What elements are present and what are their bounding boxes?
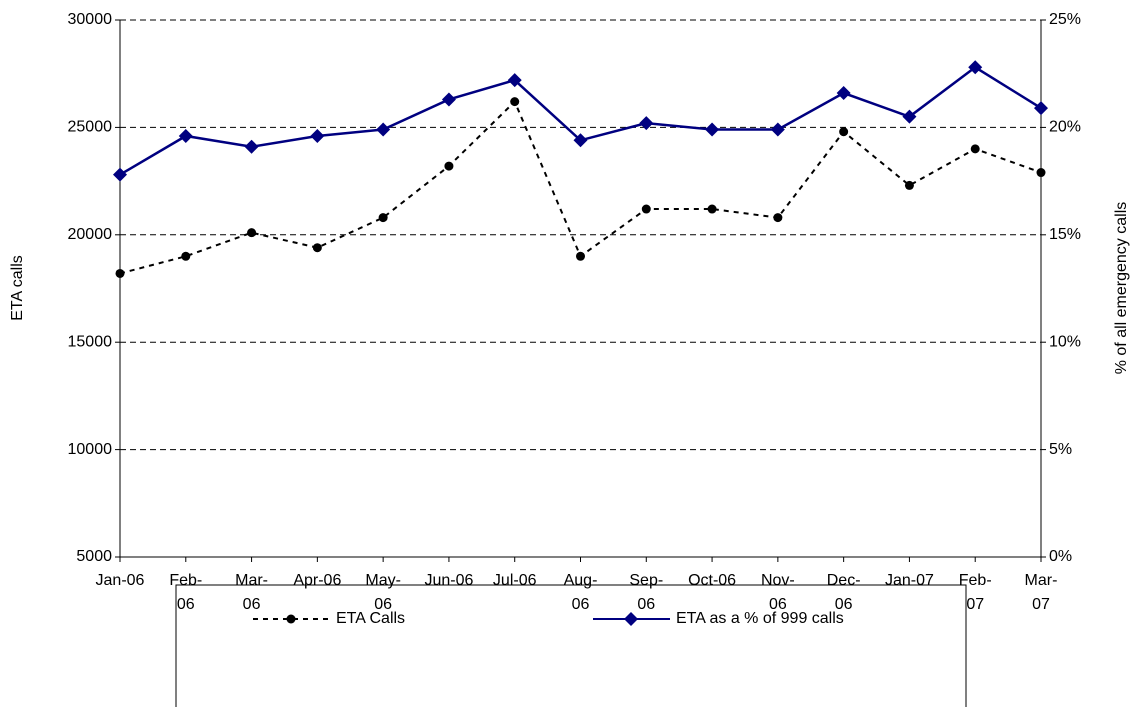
data-point — [773, 213, 783, 223]
x-tick-label: Dec- 06 — [827, 572, 861, 613]
data-point — [573, 133, 588, 148]
data-point — [310, 128, 325, 143]
x-tick-label: Nov- 06 — [761, 572, 795, 613]
x-tick-label-line: 06 — [835, 596, 853, 613]
x-tick-label-line: 07 — [1032, 596, 1050, 613]
x-tick-label: Apr-06 — [293, 572, 341, 589]
y2-tick-label: 25% — [1049, 11, 1081, 28]
x-tick-label: Mar- 06 — [235, 572, 268, 613]
x-tick-label: Aug- 06 — [564, 572, 598, 613]
y2-tick-label: 5% — [1049, 441, 1072, 458]
data-point — [970, 144, 980, 154]
x-tick-label-line: May- — [365, 572, 401, 589]
x-tick-label: Mar- 07 — [1025, 572, 1058, 613]
data-point — [968, 60, 983, 75]
data-point — [902, 109, 917, 124]
x-tick-label-line: 06 — [637, 596, 655, 613]
data-point — [510, 97, 520, 107]
data-point — [444, 161, 454, 171]
data-point — [639, 116, 654, 131]
y-axis-title: ETA calls — [9, 255, 26, 321]
data-point — [115, 268, 125, 278]
data-point — [378, 213, 388, 223]
y-tick-label: 20000 — [68, 226, 113, 243]
legend-marker — [286, 614, 296, 624]
x-tick-label: Feb- 07 — [959, 572, 992, 613]
x-tick-label: May- 06 — [365, 572, 401, 613]
data-point — [113, 167, 127, 182]
data-point — [244, 139, 259, 154]
data-point — [576, 251, 585, 261]
x-tick-label: Jun-06 — [424, 572, 473, 589]
data-point — [904, 180, 914, 190]
y2-axis-title: % of all emergency calls — [1113, 202, 1130, 375]
y-tick-label: 10000 — [68, 441, 113, 458]
x-tick-label: Jul-06 — [493, 572, 537, 589]
legend-box — [175, 584, 967, 707]
data-point — [641, 204, 651, 214]
data-point — [770, 122, 785, 137]
y2-tick-label: 0% — [1049, 548, 1072, 565]
x-tick-label-line: 07 — [966, 596, 984, 613]
x-tick-label-line: Mar- — [235, 572, 268, 589]
y-tick-label: 30000 — [68, 11, 113, 28]
y2-tick-label: 10% — [1049, 333, 1081, 350]
data-point — [836, 86, 851, 101]
x-tick-label: Sep- 06 — [629, 572, 663, 613]
x-tick-label: Feb- 06 — [169, 572, 202, 613]
legend-label: ETA Calls — [336, 610, 405, 627]
data-point — [1034, 101, 1048, 116]
x-tick-label-line: Feb- — [959, 572, 992, 589]
x-tick-label-line: Feb- — [169, 572, 202, 589]
x-tick-label: Jan-06 — [96, 572, 145, 589]
data-point — [178, 128, 193, 143]
data-point — [441, 92, 456, 107]
x-tick-label: Oct-06 — [688, 572, 736, 589]
x-tick-label-line: 06 — [374, 596, 392, 613]
x-tick-label-line: 06 — [769, 596, 787, 613]
x-tick-label-line: 06 — [572, 596, 590, 613]
y-tick-label: 5000 — [76, 548, 112, 565]
data-point — [507, 73, 522, 88]
data-point — [247, 228, 257, 238]
y-tick-label: 25000 — [68, 119, 113, 136]
data-point — [1036, 168, 1046, 178]
x-tick-label-line: Dec- — [827, 572, 861, 589]
series-line — [119, 65, 1042, 176]
data-point — [705, 122, 720, 137]
data-point — [707, 204, 717, 214]
y2-tick-label: 20% — [1049, 119, 1081, 136]
y2-tick-label: 15% — [1049, 226, 1081, 243]
x-tick-label-line: Mar- — [1025, 572, 1058, 589]
data-point — [839, 127, 849, 137]
x-tick-label-line: Aug- — [564, 572, 598, 589]
x-tick-label-line: Sep- — [629, 572, 663, 589]
legend-label: ETA as a % of 999 calls — [676, 610, 844, 627]
data-point — [312, 243, 322, 253]
x-tick-label-line: 06 — [177, 596, 195, 613]
data-point — [181, 251, 191, 261]
y-tick-label: 15000 — [68, 333, 113, 350]
x-tick-label-line: 06 — [243, 596, 261, 613]
data-point — [376, 122, 391, 137]
x-tick-label: Jan-07 — [885, 572, 934, 589]
legend-marker — [624, 612, 638, 626]
x-tick-label-line: Nov- — [761, 572, 795, 589]
